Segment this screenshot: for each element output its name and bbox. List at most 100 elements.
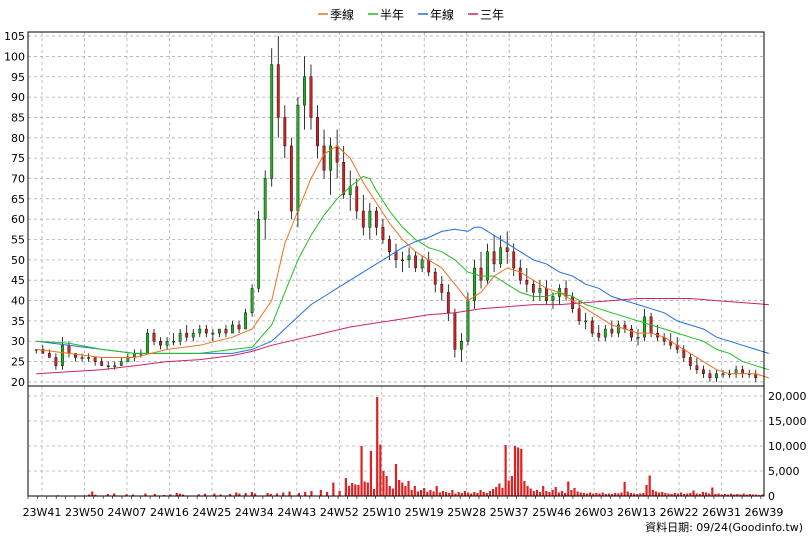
candle-body-99 [682,349,686,358]
volume-bar-148 [692,490,695,496]
volume-bar-26 [269,494,272,496]
volume-bar-127 [626,491,629,496]
volume-bar-76 [466,492,470,496]
volume-bar-107 [564,493,567,496]
legend-label-1: 半年 [380,8,404,22]
volume-bar-151 [701,492,705,496]
price-tick-14: 90 [11,91,25,104]
candle-body-55 [394,251,398,261]
price-tick-8: 60 [11,213,25,226]
volume-bar-149 [695,493,698,496]
volume-bar-143 [676,493,679,496]
volume-bar-43 [363,481,366,496]
candle-body-46 [335,145,339,163]
ma-3year-line [36,298,769,375]
candle-body-81 [564,288,568,297]
candle-body-2 [47,353,51,358]
candle-body-21 [172,341,176,343]
volume-bar-14 [181,494,185,496]
volume-bar-66 [435,486,438,496]
volume-bar-23 [250,492,254,496]
volume-bar-73 [457,492,460,496]
volume-bar-32 [310,491,313,496]
volume-bar-9 [153,494,156,496]
volume-bar-85 [495,487,498,496]
candle-body-10 [100,361,104,366]
volume-bar-124 [617,493,620,496]
volume-bar-65 [432,491,435,496]
volume-bar-120 [604,494,607,496]
volume-bar-167 [751,494,755,496]
volume-bar-165 [745,494,748,496]
candle-body-17 [146,332,149,354]
volume-bar-77 [470,493,473,496]
volume-bar-110 [573,488,576,496]
candle-body-87 [603,328,607,338]
volume-bar-95 [526,486,529,496]
volume-bar-114 [585,493,589,496]
candle-body-1 [41,349,45,354]
volume-bar-166 [748,494,752,496]
volume-bar-6 [125,494,128,496]
price-tick-7: 55 [11,234,25,247]
candle-body-12 [113,365,117,367]
candle-body-14 [126,357,130,362]
volume-bar-42 [360,446,363,496]
candle-body-4 [61,345,64,366]
candle-body-59 [420,259,424,269]
volume-bar-72 [454,493,457,496]
candle-body-40 [296,105,300,212]
x-label-1: 23W50 [65,506,104,519]
candle-body-74 [518,267,522,281]
volume-bar-89 [507,480,510,496]
candle-body-11 [106,365,110,367]
candle-body-42 [309,76,313,118]
candle-body-77 [538,288,542,293]
price-tick-6: 50 [11,254,25,267]
price-tick-16: 100 [4,50,25,63]
volume-bar-35 [332,482,335,496]
volume-bar-74 [460,493,463,496]
candle-body-101 [695,365,699,370]
volume-bar-11 [169,494,172,496]
price-tick-13: 85 [11,111,25,124]
volume-bar-153 [708,493,711,496]
volume-bar-60 [416,491,420,496]
candle-body-28 [218,328,221,334]
volume-bar-37 [344,478,347,496]
candle-body-92 [636,336,640,339]
volume-bar-118 [598,493,601,496]
candle-body-85 [590,320,594,334]
volume-bar-98 [535,490,539,496]
volume-bar-170 [761,494,764,496]
candle-body-107 [734,369,738,374]
volume-bar-17 [213,493,216,496]
volume-bar-63 [426,492,429,496]
volume-bar-28 [282,492,285,496]
candle-body-57 [407,255,411,261]
candle-body-60 [427,259,431,273]
volume-bar-145 [683,494,686,496]
volume-bar-18 [219,494,222,496]
price-tick-11: 75 [11,152,25,165]
candle-body-61 [433,271,437,285]
candle-body-100 [688,357,692,366]
volume-bar-70 [448,493,451,496]
volume-bar-125 [620,492,623,496]
x-label-10: 25W28 [447,506,486,519]
candle-body-36 [270,64,274,179]
volume-bar-132 [642,493,645,496]
volume-bar-93 [520,449,523,496]
candle-body-30 [231,324,234,334]
x-label-7: 24W52 [320,506,359,519]
volume-bar-56 [404,486,407,496]
candle-body-23 [185,332,189,338]
candle-body-88 [610,328,614,334]
price-tick-1: 25 [11,356,25,369]
volume-bar-94 [523,481,526,496]
candle-body-78 [545,288,548,301]
volume-bar-8 [144,493,147,496]
volume-bar-108 [567,481,570,496]
x-label-9: 25W19 [405,506,444,519]
price-tick-3: 35 [11,315,25,328]
